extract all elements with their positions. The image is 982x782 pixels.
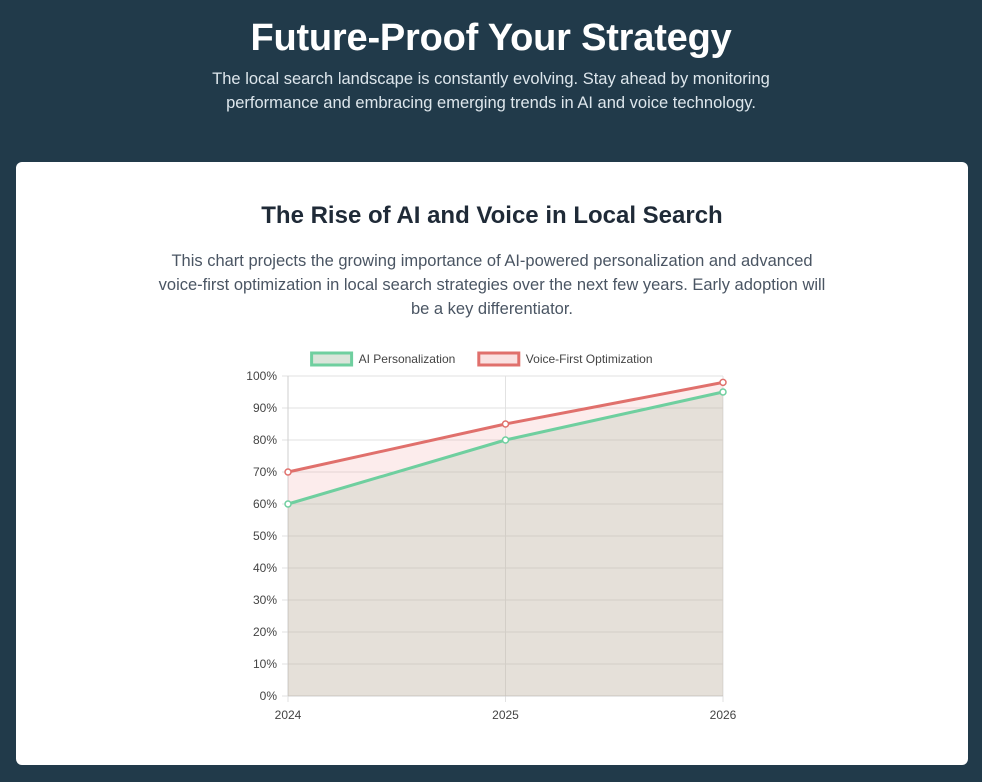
legend-swatch — [310, 351, 354, 367]
legend-swatch — [477, 351, 521, 367]
legend-label: Voice-First Optimization — [526, 352, 653, 366]
y-tick-label: 70% — [253, 465, 277, 479]
y-tick-label: 0% — [260, 689, 278, 703]
y-tick-label: 10% — [253, 657, 277, 671]
data-point — [501, 420, 510, 428]
chart-card: The Rise of AI and Voice in Local Search… — [16, 162, 968, 765]
chart-card-description: This chart projects the growing importan… — [158, 252, 826, 318]
x-tick-label: 2024 — [275, 708, 302, 722]
y-tick-label: 50% — [253, 529, 277, 543]
page-subtitle: The local search landscape is constantly… — [212, 70, 770, 112]
page-title: Future-Proof Your Strategy — [250, 17, 732, 59]
y-tick-label: 20% — [253, 625, 277, 639]
line-chart: 0% 10% 20% 30% 40% 50% 60% 70% 80% 90% 100% 2024 202… — [246, 351, 737, 722]
chart-card-title: The Rise of AI and Voice in Local Search — [261, 202, 723, 229]
data-point — [284, 500, 292, 508]
data-point — [719, 388, 727, 396]
series-area-0 — [288, 392, 723, 696]
y-tick-label: 100% — [246, 369, 277, 383]
y-tick-label: 60% — [253, 497, 277, 511]
series-area-1 — [288, 382, 723, 696]
data-point — [284, 468, 292, 476]
x-tick-label: 2026 — [710, 708, 737, 722]
y-tick-label: 30% — [253, 593, 277, 607]
data-point — [719, 378, 727, 387]
legend-label: AI Personalization — [359, 352, 456, 366]
y-tick-label: 40% — [253, 561, 277, 575]
y-tick-label: 90% — [253, 401, 277, 415]
y-tick-label: 80% — [253, 433, 277, 447]
x-tick-label: 2025 — [492, 708, 519, 722]
data-point — [501, 436, 510, 444]
